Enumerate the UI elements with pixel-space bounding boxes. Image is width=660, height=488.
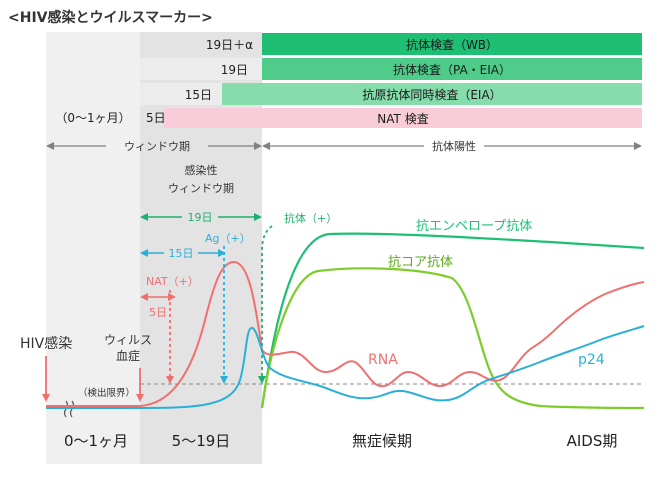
- x-label-3: AIDS期: [567, 432, 618, 450]
- curve-core: [260, 267, 645, 410]
- span-5-label: 5日: [149, 306, 167, 319]
- early-band: [46, 32, 140, 464]
- x-label-1: 5～19日: [172, 432, 231, 450]
- p24-label: p24: [578, 352, 605, 368]
- ag-plus-marker: Ag（+）: [205, 232, 251, 384]
- test-name-ag: 抗原抗体同時検査（EIA）: [362, 87, 501, 102]
- test-name-pa: 抗体検査（PA・EIA）: [393, 62, 511, 77]
- span-19-days: 19日: [140, 211, 262, 224]
- test-bar-ag: [222, 83, 642, 105]
- antibody-plus-marker: 抗体（+）: [258, 211, 337, 384]
- nat-plus-marker: NAT（+）: [146, 275, 199, 384]
- test-name-wb: 抗体検査（WB）: [406, 37, 498, 52]
- span-15-label: 15日: [169, 247, 194, 260]
- antibody-plus-label: 抗体（+）: [284, 211, 337, 225]
- test-row-antigen-antibody: 15日 抗原抗体同時検査（EIA）: [140, 83, 642, 105]
- antibody-positive-label: 抗体陽性: [432, 139, 476, 153]
- early-range-label: （0～1ヶ月）: [55, 111, 130, 125]
- ag-plus-label: Ag（+）: [205, 232, 251, 245]
- viremia-line1: ウィルス: [104, 333, 152, 347]
- antibody-positive-arrow: 抗体陽性: [262, 139, 642, 153]
- x-label-0: 0～1ヶ月: [64, 432, 128, 450]
- x-label-2: 無症候期: [352, 432, 412, 450]
- test-row-wb: 19日＋α 抗体検査（WB）: [140, 33, 642, 55]
- test-days-wb: 19日＋α: [206, 38, 253, 52]
- envelope-label: 抗エンベロープ抗体: [416, 219, 532, 234]
- hiv-infection-marker: HIV感染: [20, 335, 72, 402]
- core-label: 抗コア抗体: [388, 255, 453, 270]
- span-19-label: 19日: [188, 211, 213, 224]
- infectious-window-line2: ウィンドウ期: [168, 182, 234, 195]
- infectious-window-line1: 感染性: [185, 163, 218, 177]
- viremia-marker: ウィルス 血症: [104, 333, 152, 402]
- curve-envelope: [260, 232, 645, 409]
- test-row-nat: （0～1ヶ月） 5日 NAT 検査: [55, 108, 642, 128]
- detection-limit-label: （検出限界）: [78, 387, 135, 399]
- test-bar-pa: [262, 58, 642, 80]
- test-bar-wb: [262, 33, 642, 55]
- window-period-label: ウィンドウ期: [124, 140, 190, 153]
- test-row-pa-eia: 19日 抗体検査（PA・EIA）: [140, 58, 642, 80]
- window-period-arrow: ウィンドウ期: [46, 140, 262, 153]
- hiv-infection-label: HIV感染: [20, 335, 72, 352]
- test-bar-nat: [164, 108, 642, 128]
- test-days-ag: 15日: [185, 88, 212, 102]
- test-name-nat: NAT 検査: [377, 112, 428, 126]
- diagram-title: <HIV感染とウイルスマーカー>: [8, 9, 213, 26]
- test-days-pa: 19日: [221, 63, 248, 77]
- test-days-nat: 5日: [146, 111, 166, 125]
- curve-rna: [46, 260, 645, 407]
- curve-p24: [46, 325, 645, 409]
- span-5-days: 5日: [140, 293, 176, 319]
- viremia-line2: 血症: [116, 348, 140, 363]
- nat-plus-label: NAT（+）: [146, 275, 199, 288]
- rna-label: RNA: [368, 352, 398, 368]
- span-15-days: 15日: [140, 247, 226, 260]
